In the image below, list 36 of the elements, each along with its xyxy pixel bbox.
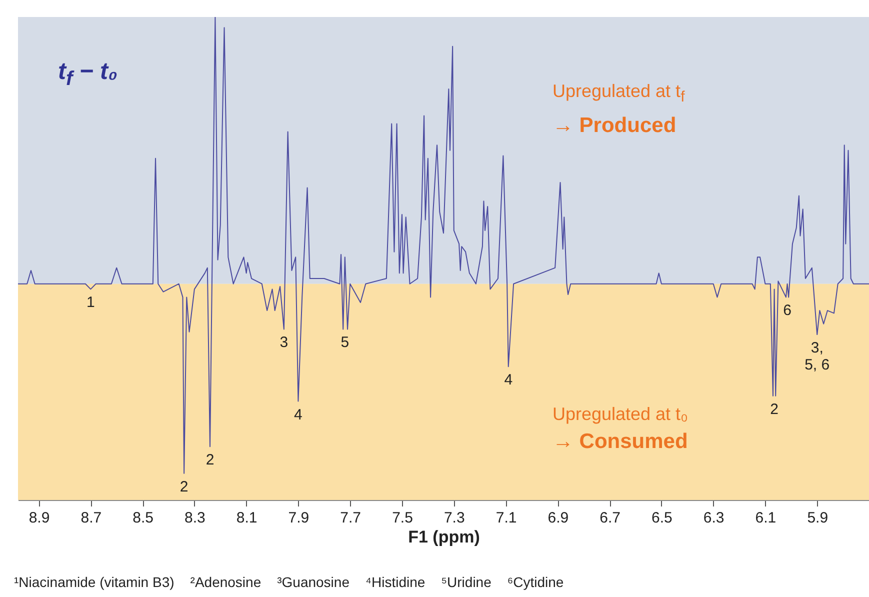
text: ³Guanosine	[277, 574, 350, 590]
annotation: 4	[504, 372, 513, 389]
x-tick-label: 7.1	[496, 510, 517, 526]
annotation: 4	[294, 406, 302, 424]
annotation: 1	[86, 294, 95, 312]
text: ⁴Histidine	[366, 574, 426, 590]
band-label: Upregulated at t$_{f}$ → Produced	[552, 80, 685, 139]
x-tick-label: 5.9	[807, 510, 828, 526]
x-tick-label: 7.9	[288, 510, 310, 526]
x-axis-title: F1 (ppm)	[408, 528, 480, 546]
x-tick-label: 8.1	[236, 510, 258, 526]
annotation: 3	[280, 334, 288, 352]
text: ¹Niacinamide (vitamin B3)	[14, 574, 174, 590]
x-tick-label: 8.7	[80, 510, 102, 526]
text: ⁵Uridine	[441, 574, 492, 590]
x-tick-label: 6.1	[755, 510, 776, 526]
x-tick-label: 7.3	[444, 510, 465, 526]
annotation: 2	[770, 400, 778, 418]
x-tick-label: 8.5	[132, 510, 154, 526]
band-label: Upregulated at t₀ → Consumed	[552, 403, 688, 455]
x-tick-label: 7.7	[340, 510, 362, 526]
x-tick-label: 7.5	[392, 510, 413, 526]
x-tick-label: 8.3	[184, 510, 206, 526]
x-tick-label: 6.3	[703, 510, 724, 526]
text: ²Adenosine	[190, 574, 262, 590]
annotation: 2	[180, 478, 188, 496]
annotation: 2	[206, 452, 214, 469]
x-tick-label: 8.9	[28, 510, 50, 526]
x-tick-label: 6.7	[600, 510, 620, 526]
annotation: 3, 5, 6	[804, 340, 830, 374]
annotation: 6	[783, 302, 792, 320]
text: t$_{f}$ − t₀	[58, 58, 118, 91]
x-tick-label: 6.9	[548, 510, 569, 526]
annotation: 5	[340, 334, 350, 352]
text: ⁶Cytidine	[507, 574, 564, 590]
x-tick-label: 6.5	[652, 510, 672, 526]
